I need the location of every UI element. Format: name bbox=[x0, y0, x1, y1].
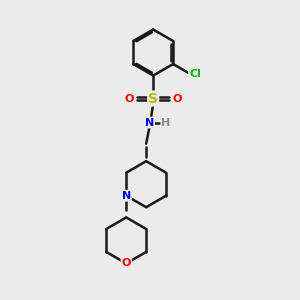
Text: O: O bbox=[122, 259, 131, 269]
Text: O: O bbox=[172, 94, 182, 103]
Text: N: N bbox=[145, 118, 154, 128]
Text: N: N bbox=[122, 191, 131, 201]
Text: O: O bbox=[124, 94, 134, 103]
Text: Cl: Cl bbox=[189, 69, 201, 80]
Text: S: S bbox=[148, 92, 158, 106]
Text: H: H bbox=[161, 118, 171, 128]
